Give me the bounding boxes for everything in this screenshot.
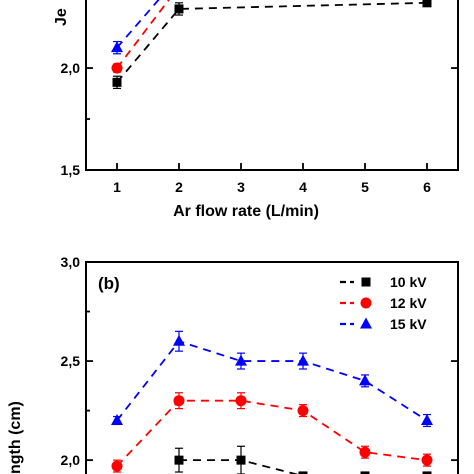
chart-a-axis-frame (85, 0, 459, 171)
chart-a-plot-area (111, 0, 432, 90)
chart-panel-a: 1,5 2,0 1 2 3 4 5 6 Je Ar flow rate (L/min) (53, 0, 459, 220)
chart-b-data-point (173, 395, 185, 407)
chart-b-data-point (359, 374, 371, 386)
legend-label: 15 kV (390, 316, 427, 332)
chart-b-plot-area (111, 330, 433, 474)
chart-b-data-point (297, 354, 309, 366)
chart-a-y-axis-title: Je (53, 8, 70, 26)
chart-a-series-line (116, 0, 160, 49)
chart-a-data-point (111, 62, 123, 74)
chart-b-data-point (421, 414, 433, 426)
chart-a-series-line (116, 1, 428, 83)
chart-b-legend: 10 kV 12 kV 15 kV (340, 274, 427, 332)
chart-a-data-point (112, 77, 122, 87)
chart-a-x-tick-label: 3 (237, 179, 245, 195)
chart-a-series-line (116, 0, 170, 69)
chart-b-data-point (422, 471, 432, 474)
chart-b-data-point (360, 471, 370, 474)
legend-swatch-marker (361, 277, 371, 287)
chart-a-x-axis-title: Ar flow rate (L/min) (173, 203, 319, 220)
chart-b-y-axis-title: ngth (cm) (7, 401, 24, 474)
chart-b-data-point (173, 334, 185, 346)
chart-a-x-tick-label: 1 (113, 179, 121, 195)
chart-b-y-tick-label: 2,5 (61, 353, 81, 369)
chart-b-data-point (359, 446, 371, 458)
chart-b-y-tick-label: 3,0 (61, 254, 81, 270)
chart-panel-b: 2,0 2,5 3,0 ngth (cm) (b) 10 kV 12 kV 15 kV (7, 254, 459, 474)
chart-b-data-point (111, 414, 123, 426)
chart-b-data-point (111, 460, 123, 472)
chart-a-data-point (174, 4, 184, 14)
chart-b-data-point (298, 471, 308, 474)
chart-a-x-tick-label: 6 (423, 179, 431, 195)
chart-a-data-point (422, 0, 432, 8)
chart-b-y-tick-label: 2,0 (61, 452, 81, 468)
chart-b-data-point (421, 454, 433, 466)
chart-a-axes: 1,5 2,0 1 2 3 4 5 6 (61, 0, 459, 195)
chart-b-data-point (235, 395, 247, 407)
chart-b-data-point (297, 405, 309, 417)
chart-b-axis-frame (85, 261, 459, 474)
chart-a-x-tick-label: 2 (175, 179, 183, 195)
legend-swatch-marker (360, 317, 372, 329)
chart-a-x-tick-label: 4 (299, 179, 307, 195)
chart-a-data-point (111, 41, 123, 53)
legend-swatch-marker (360, 297, 372, 309)
legend-label: 12 kV (390, 295, 427, 311)
chart-b-data-point (235, 354, 247, 366)
chart-a-x-tick-label: 5 (361, 179, 369, 195)
legend-label: 10 kV (390, 274, 427, 290)
chart-b-series-line (116, 399, 428, 467)
chart-b-panel-label: (b) (98, 274, 120, 293)
chart-a-y-tick-label: 1,5 (61, 162, 81, 178)
chart-b-data-point (174, 455, 184, 465)
chart-b-data-point (236, 455, 246, 465)
chart-b-series-line (116, 340, 428, 422)
chart-a-y-tick-label: 2,0 (61, 60, 81, 76)
chart-b-axes: 2,0 2,5 3,0 (61, 254, 459, 474)
